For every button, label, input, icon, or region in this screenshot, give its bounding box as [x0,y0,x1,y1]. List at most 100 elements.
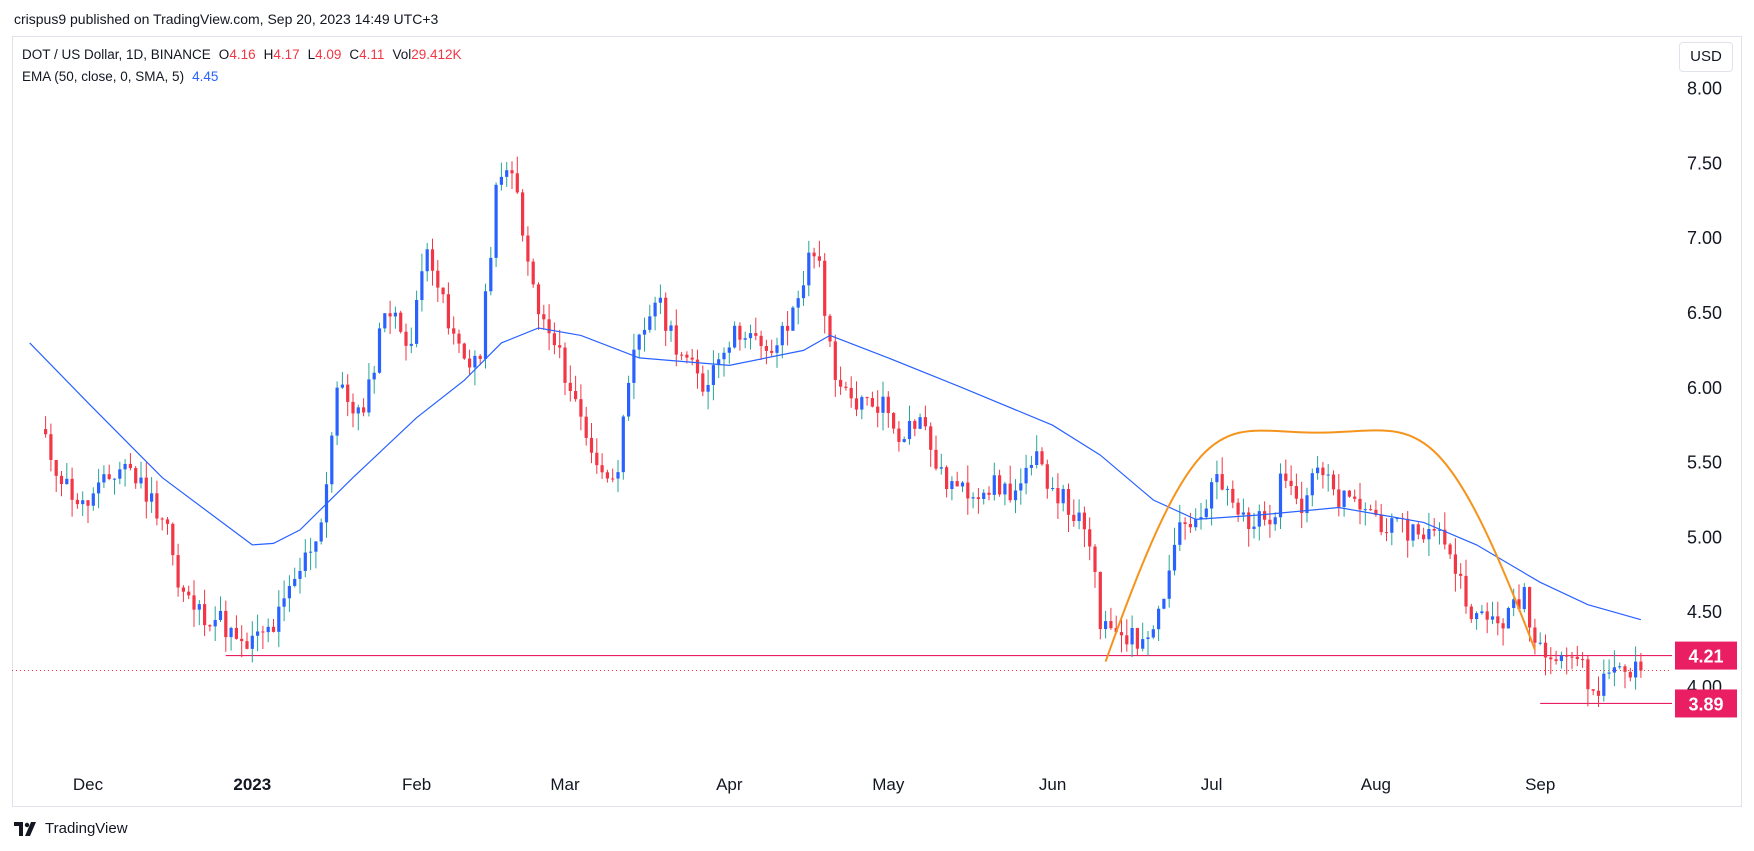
candle-body [1019,483,1023,491]
candle-body [1522,587,1526,610]
candle-body [409,343,413,346]
candle-body [860,397,864,410]
ema-indicator-label[interactable]: EMA (50, close, 0, SMA, 5) [22,69,185,84]
candle-body [627,382,631,417]
candle-body [685,354,689,358]
candle-body [118,469,122,479]
ema-legend-row: EMA (50, close, 0, SMA, 5) 4.45 [22,66,462,88]
candle-body [1104,621,1108,630]
candle-body [648,316,652,330]
candle-body [1056,488,1060,504]
candle-body [1119,632,1124,636]
candle-body [1422,534,1426,540]
level-price-tag [1675,689,1737,718]
candle-body [717,359,721,366]
candle-body [192,595,196,610]
candle-body [457,333,461,344]
candle-body [1013,490,1018,501]
candle-body [616,472,620,479]
candle-body [1554,659,1558,662]
candle-body [1273,517,1277,525]
candle-body [727,347,731,353]
candle-body [780,325,784,346]
candle-body [436,270,440,288]
candle-body [770,350,774,353]
candle-body [632,349,636,383]
candle-body [558,345,562,348]
candle-body [128,463,132,469]
candle-body [960,482,965,487]
candle-body [1337,489,1341,507]
candle-body [1331,474,1336,490]
candle-body [1178,522,1182,545]
candle-body [664,297,668,331]
candle-body [1543,642,1548,658]
candle-body [49,434,53,460]
tradingview-logo-icon [14,821,36,836]
candle-body [70,478,74,500]
low-value: 4.09 [315,47,342,62]
candle-body [165,519,170,524]
high-value: 4.17 [273,47,300,62]
candle-body [271,626,276,632]
candle-body [680,354,684,356]
candle-body [1623,666,1627,672]
candle-body [134,468,138,484]
candle-body [1146,637,1150,640]
candle-body [187,591,191,596]
price-tick-label: 6.50 [1687,303,1722,323]
candle-body [1496,616,1500,624]
candle-body [706,384,710,392]
time-tick-label: Mar [550,775,580,794]
candle-body [203,604,207,626]
candle-body [59,475,64,485]
candle-body [1289,480,1293,487]
candle-body [1157,608,1161,630]
candle-body [399,312,403,332]
time-tick-label: Dec [73,775,104,794]
candle-body [356,407,360,414]
candle-body [298,570,302,579]
candle-body [91,493,95,506]
candle-body [998,475,1002,495]
candle-body [1051,488,1055,490]
candle-body [748,333,753,339]
candle-body [245,641,249,649]
candle-body [1411,524,1415,541]
candle-body [54,459,58,476]
candle-body [1618,666,1622,668]
candle-body [1194,519,1198,528]
candle-body [611,478,615,480]
candle-body [1024,467,1028,484]
candle-body [1231,488,1235,503]
currency-button[interactable]: USD [1679,42,1733,72]
tradingview-brand[interactable]: TradingView [14,820,128,837]
candle-body [701,373,705,392]
candle-body [1384,532,1389,534]
price-tick-label: 5.50 [1687,453,1722,473]
candle-body [1369,509,1373,511]
price-tick-label: 7.00 [1687,228,1722,248]
candle-body [181,587,185,592]
candle-body [1321,467,1325,476]
candle-body [430,249,435,271]
candle-body [468,358,472,368]
ema-line [29,327,1642,621]
candle-body [1612,667,1616,673]
symbol-name[interactable]: DOT / US Dollar, 1D, BINANCE [22,47,211,62]
price-tick-label: 8.00 [1687,79,1722,99]
price-tick-label: 4.50 [1687,602,1722,622]
candle-body [155,493,159,519]
candle-body [1066,488,1071,515]
candle-body [81,500,85,505]
candle-body [775,345,779,353]
candle-body [1591,689,1595,691]
candle-body [1040,451,1044,465]
candle-body [1215,474,1219,483]
chart-legend: DOT / US Dollar, 1D, BINANCE O4.16 H4.17 L4… [22,44,462,88]
candle-body [309,551,313,553]
candle-body [483,291,488,359]
candle-body [1210,482,1214,509]
candle-body [563,347,567,383]
